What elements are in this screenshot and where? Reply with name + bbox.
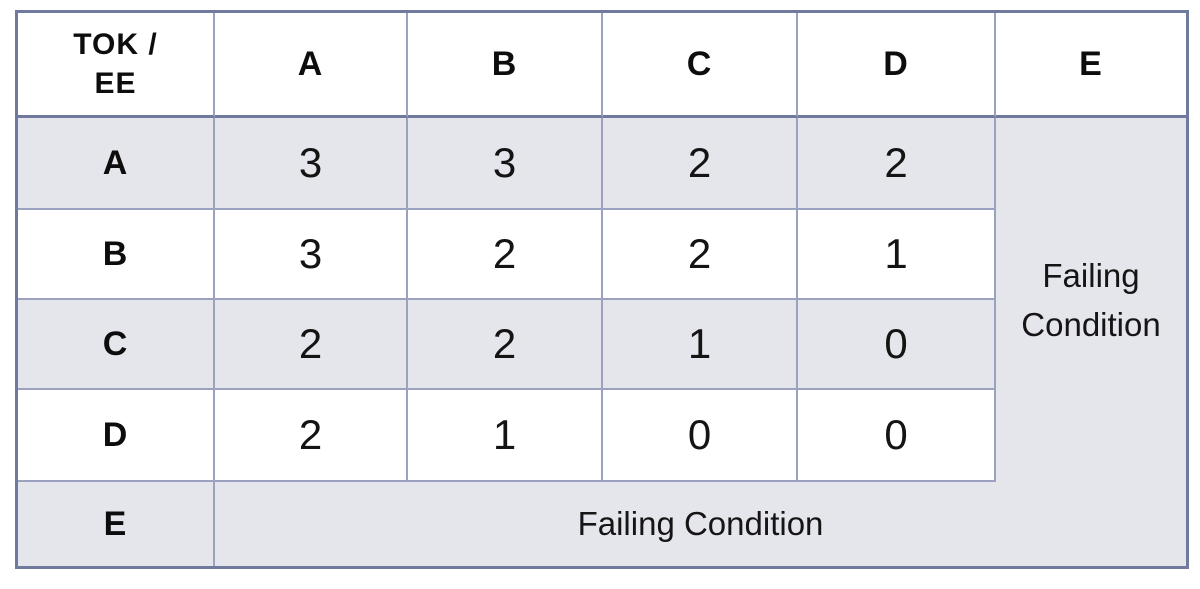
cell-a-b: 3 xyxy=(408,118,603,210)
column-header-d: D xyxy=(798,13,996,118)
cell-b-c: 2 xyxy=(603,210,798,300)
matrix-table: TOK / EE A B C D E A 3 3 2 2 B 3 2 2 1 C… xyxy=(15,10,1189,569)
cell-d-b: 1 xyxy=(408,390,603,482)
failing-condition-row-region xyxy=(215,482,996,566)
column-header-a: A xyxy=(215,13,408,118)
failing-condition-column-label: Failing Condition xyxy=(1021,256,1161,344)
failing-condition-row-label: Failing Condition xyxy=(577,505,824,542)
cell-a-a: 3 xyxy=(215,118,408,210)
failing-condition-column-region xyxy=(996,118,1186,566)
column-header-c: C xyxy=(603,13,798,118)
cell-a-c: 2 xyxy=(603,118,798,210)
cell-c-a: 2 xyxy=(215,300,408,390)
cell-b-a: 3 xyxy=(215,210,408,300)
cell-b-b: 2 xyxy=(408,210,603,300)
cell-b-d: 1 xyxy=(798,210,996,300)
row-header-b: B xyxy=(18,210,215,300)
cell-d-a: 2 xyxy=(215,390,408,482)
column-header-e: E xyxy=(996,13,1186,118)
corner-header-tok-ee: TOK / EE xyxy=(18,13,215,118)
row-header-c: C xyxy=(18,300,215,390)
row-header-a: A xyxy=(18,118,215,210)
cell-c-b: 2 xyxy=(408,300,603,390)
cell-d-d: 0 xyxy=(798,390,996,482)
cell-d-c: 0 xyxy=(603,390,798,482)
row-header-e: E xyxy=(18,482,215,566)
row-header-d: D xyxy=(18,390,215,482)
cell-c-c: 1 xyxy=(603,300,798,390)
column-header-b: B xyxy=(408,13,603,118)
cell-a-d: 2 xyxy=(798,118,996,210)
cell-c-d: 0 xyxy=(798,300,996,390)
